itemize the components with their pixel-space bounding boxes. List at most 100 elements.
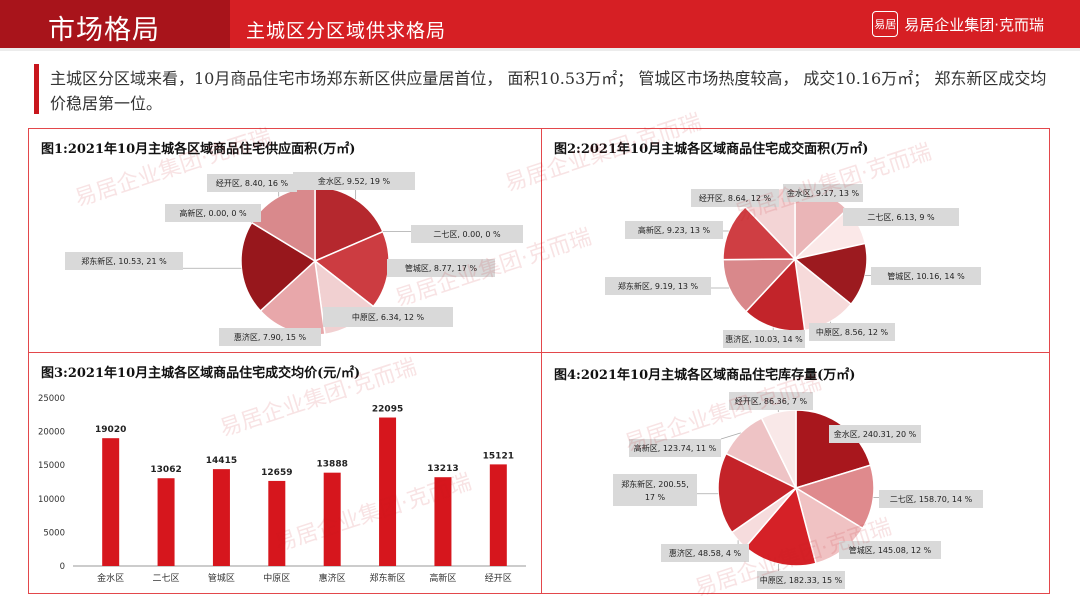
bar-chart-price: 0 5000 10000 15000 20000 25000 19020 金水区 13062 二七… [38, 394, 526, 584]
chart-panel-supply: 图1:2021年10月主城各区域商品住宅供应面积(万㎡) 金水区, 9.52, … [28, 128, 542, 353]
data-label-box [165, 204, 261, 222]
data-label-box [839, 541, 941, 559]
bar [268, 480, 286, 566]
pie-slice [717, 452, 798, 534]
leader-line [720, 432, 741, 440]
data-label-box [809, 323, 895, 341]
data-label-box [871, 267, 981, 285]
data-label: 郑东新区, 9.19, 13 % [618, 281, 699, 291]
data-label-box [323, 307, 453, 327]
bar [379, 417, 397, 566]
data-label-box [605, 277, 711, 295]
data-label-box [387, 259, 495, 277]
bar-value-label: 19020 [95, 425, 126, 435]
data-label-box [219, 328, 321, 346]
data-label: 经开区, 86.36, 7 % [735, 396, 808, 406]
data-label-box [783, 184, 863, 202]
y-tick-label: 25000 [38, 394, 65, 404]
x-tick-label: 经开区 [485, 572, 512, 584]
x-tick-label: 郑东新区 [370, 572, 406, 584]
data-label: 高新区, 123.74, 11 % [634, 443, 717, 453]
data-label-box [723, 330, 805, 348]
data-label-box [65, 252, 183, 270]
data-label-box [613, 474, 697, 506]
data-label: 17 % [645, 493, 666, 502]
pie-slice [722, 205, 797, 261]
data-label-box [625, 221, 723, 239]
bar [102, 438, 120, 566]
pie-slice [760, 409, 797, 489]
bar [157, 478, 175, 566]
bar-value-label: 12659 [261, 468, 292, 478]
data-label: 管城区, 145.08, 12 % [849, 545, 932, 555]
bar-value-label: 13062 [150, 465, 181, 475]
chart-title: 图3:2021年10月主城各区域商品住宅成交均价(元/㎡) [41, 366, 361, 381]
data-label-box [629, 439, 721, 457]
data-label: 金水区, 240.31, 20 % [834, 429, 917, 439]
data-label-box [207, 174, 297, 192]
section-title: 市场格局 [48, 15, 160, 46]
pie-chart-transaction: 金水区, 9.17, 13 % 二七区, 6.13, 9 % 管城区, 10.16,… [605, 184, 981, 348]
data-label: 管城区, 10.16, 14 % [887, 271, 965, 281]
brand-mark-icon: 易居 [872, 11, 899, 37]
x-tick-label: 金水区 [97, 572, 124, 584]
x-tick-label: 二七区 [153, 573, 180, 584]
bar-value-label: 13888 [317, 460, 348, 470]
data-label: 二七区, 6.13, 9 % [867, 213, 935, 222]
bar [212, 469, 230, 566]
data-label: 高新区, 0.00, 0 % [179, 208, 247, 218]
data-label: 中原区, 182.33, 15 % [760, 575, 843, 585]
data-label: 惠济区, 10.03, 14 % [725, 334, 803, 344]
chart-title: 图2:2021年10月主城各区域商品住宅成交面积(万㎡) [554, 142, 869, 157]
data-label: 经开区, 8.64, 12 % [699, 193, 772, 203]
y-tick-label: 5000 [43, 528, 65, 538]
pie-slice [794, 464, 875, 530]
page-subtitle: 主城区分区域供求格局 [246, 20, 447, 42]
pie-slice [240, 221, 317, 312]
data-label: 金水区, 9.52, 19 % [318, 176, 391, 186]
data-label-box [879, 490, 983, 508]
data-label-box [691, 189, 779, 207]
y-tick-label: 15000 [38, 461, 65, 471]
bar-value-label: 13213 [427, 464, 458, 474]
data-label-box [757, 571, 845, 589]
chart-title: 图1:2021年10月主城各区域商品住宅供应面积(万㎡) [41, 142, 356, 157]
data-label-box [411, 225, 523, 243]
chart-title: 图4:2021年10月主城各区域商品住宅库存量(万㎡) [554, 368, 856, 383]
data-label: 中原区, 6.34, 12 % [352, 312, 425, 322]
data-label: 二七区, 0.00, 0 % [433, 230, 501, 239]
pie-slice [722, 258, 797, 313]
brand-text: 易居企业集团·克而瑞 [904, 15, 1044, 34]
data-label-box [729, 392, 813, 410]
summary-text: 主城区分区域来看，10月商品住宅市场郑东新区供应量居首位， 面积10.53万㎡；… [50, 69, 1047, 113]
bar [489, 464, 507, 566]
data-label-box [843, 208, 959, 226]
data-label-box [829, 425, 921, 443]
data-label: 经开区, 8.40, 16 % [216, 178, 289, 188]
brand-logo: 易居 易居企业集团·克而瑞 [872, 11, 1044, 37]
chart-panel-transaction: 图2:2021年10月主城各区域商品住宅成交面积(万㎡) 金水区, 9.17, … [541, 128, 1050, 353]
data-label: 惠济区, 7.90, 15 % [234, 332, 307, 342]
pie-chart-supply: 金水区, 9.52, 19 % 二七区, 0.00, 0 % 管城区, 8.77, … [65, 172, 523, 346]
bar-value-label: 15121 [483, 451, 514, 461]
chart-panel-price: 图3:2021年10月主城各区域商品住宅成交均价(元/㎡) 0 5000 10000… [28, 352, 542, 594]
data-label: 郑东新区, 10.53, 21 % [81, 256, 167, 266]
chart-panel-inventory: 图4:2021年10月主城各区域商品住宅库存量(万㎡) 金水区, 240.31,… [541, 352, 1050, 594]
data-label: 管城区, 8.77, 17 % [405, 263, 478, 273]
data-label: 金水区, 9.17, 13 % [787, 188, 860, 198]
data-label: 郑东新区, 200.55, [621, 479, 689, 489]
summary-accent-bar [34, 64, 39, 114]
data-label: 二七区, 158.70, 14 % [890, 495, 973, 504]
y-tick-label: 20000 [38, 428, 65, 438]
x-tick-label: 高新区 [429, 572, 456, 584]
data-label-box [661, 544, 749, 562]
subtitle-bar: 主城区分区域供求格局 易居 易居企业集团·克而瑞 [230, 0, 1080, 48]
y-tick-label: 10000 [38, 495, 65, 505]
section-title-bar: 市场格局 [0, 0, 230, 48]
x-tick-label: 惠济区 [319, 572, 346, 584]
data-label: 惠济区, 48.58, 4 % [669, 548, 742, 558]
bar-value-label: 22095 [372, 405, 403, 415]
data-label-box [293, 172, 415, 190]
bar [323, 472, 341, 566]
bar-value-label: 14415 [206, 456, 237, 466]
